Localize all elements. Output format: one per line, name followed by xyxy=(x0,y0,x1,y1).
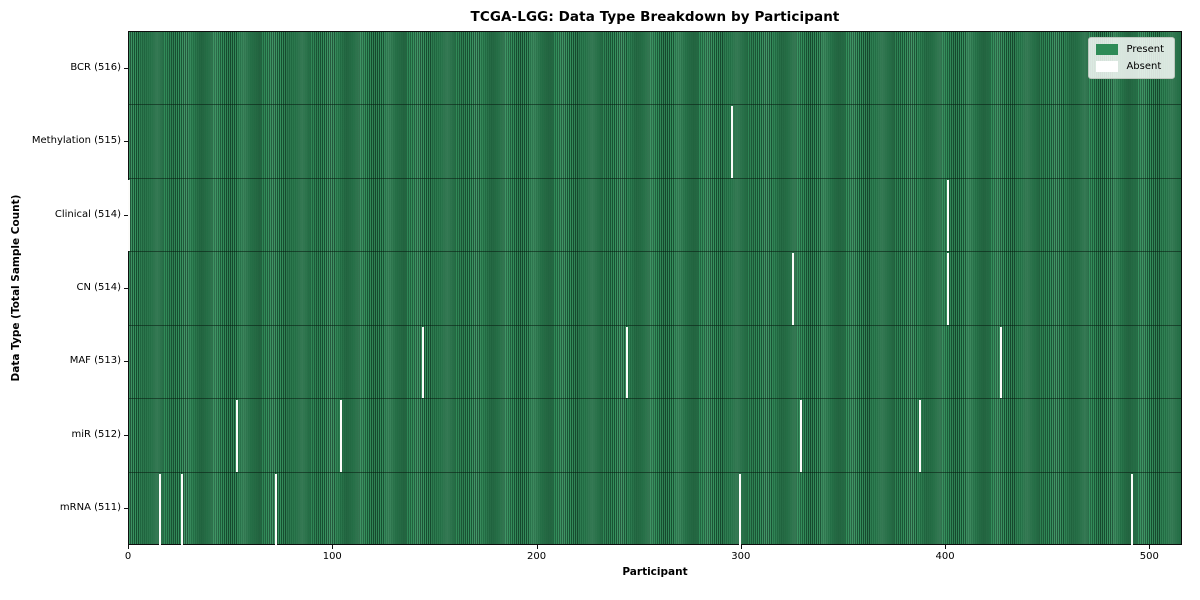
x-tick-label: 400 xyxy=(935,551,955,562)
x-tick-label: 500 xyxy=(1139,551,1159,562)
absent-marker xyxy=(236,400,239,472)
heatmap-row-Methylation xyxy=(128,104,1182,178)
y-tick-mark xyxy=(124,214,128,216)
x-tick-label: 0 xyxy=(124,551,132,562)
heatmap-row-Clinical xyxy=(128,177,1182,252)
heatmap-row-mRNA xyxy=(128,471,1182,545)
y-tick-mark xyxy=(124,508,128,510)
x-tick-mark xyxy=(945,545,947,549)
absent-marker xyxy=(947,253,950,325)
absent-marker xyxy=(738,473,741,545)
y-tick-label: BCR (516) xyxy=(70,61,121,73)
x-tick-mark xyxy=(332,545,334,549)
y-tick-label: mRNA (511) xyxy=(59,502,121,514)
y-tick-label: MAF (513) xyxy=(69,355,121,367)
y-tick-label: Clinical (514) xyxy=(54,208,121,220)
x-tick-mark xyxy=(128,545,129,549)
absent-marker xyxy=(947,179,950,252)
absent-marker xyxy=(791,253,794,325)
y-tick-mark xyxy=(124,288,128,289)
heatmap-row-miR xyxy=(128,398,1182,472)
absent-marker xyxy=(730,106,733,178)
heatmap-row-MAF xyxy=(128,324,1182,399)
absent-marker xyxy=(1000,326,1003,399)
absent-marker xyxy=(626,326,629,399)
absent-marker xyxy=(128,179,131,252)
plot-area: Present Absent xyxy=(128,31,1182,545)
legend-label-present: Present xyxy=(1126,43,1164,55)
y-tick-mark xyxy=(124,434,128,436)
y-tick-label: Methylation (515) xyxy=(31,135,121,147)
y-tick-mark xyxy=(124,361,128,363)
x-tick-mark xyxy=(536,545,538,549)
heatmap-row-CN xyxy=(128,251,1182,325)
y-tick-mark xyxy=(124,141,128,143)
legend-item-absent: Absent xyxy=(1096,61,1164,72)
absent-marker xyxy=(800,400,803,472)
x-tick-label: 300 xyxy=(731,551,751,562)
absent-swatch-icon xyxy=(1096,61,1119,72)
absent-marker xyxy=(340,400,343,472)
absent-marker xyxy=(918,400,921,472)
x-tick-label: 100 xyxy=(322,551,342,562)
x-tick-mark xyxy=(740,545,742,549)
absent-marker xyxy=(422,326,425,399)
absent-marker xyxy=(1130,473,1133,545)
y-tick-mark xyxy=(124,67,128,69)
legend-label-absent: Absent xyxy=(1126,60,1162,72)
x-tick-label: 200 xyxy=(526,551,547,562)
absent-marker xyxy=(158,473,161,545)
legend-item-present: Present xyxy=(1096,44,1164,55)
legend: Present Absent xyxy=(1088,37,1175,79)
x-axis-title: Participant xyxy=(622,566,688,578)
heatmap-row-BCR xyxy=(128,31,1182,104)
chart-title: TCGA-LGG: Data Type Breakdown by Partici… xyxy=(470,9,840,25)
absent-marker xyxy=(275,473,278,545)
present-swatch-icon xyxy=(1096,44,1119,55)
absent-marker xyxy=(181,473,184,545)
x-tick-mark xyxy=(1149,545,1151,549)
y-tick-label: CN (514) xyxy=(76,282,121,293)
y-tick-label: miR (512) xyxy=(71,428,121,440)
